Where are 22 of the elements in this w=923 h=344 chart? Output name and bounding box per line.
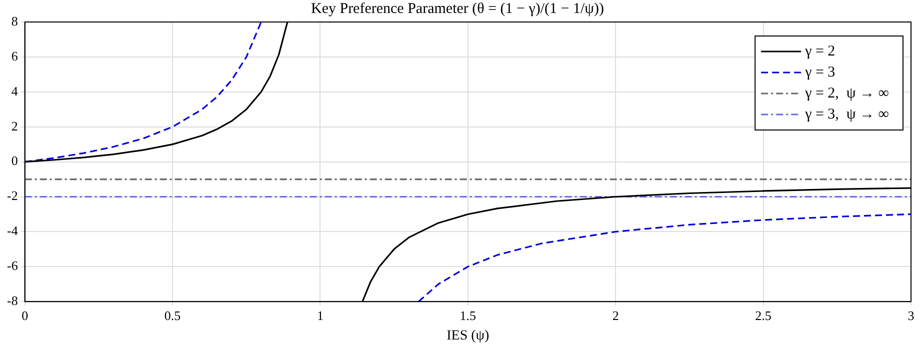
- y-tick-label: 4: [11, 83, 18, 98]
- x-tick-label: 2.5: [755, 308, 772, 323]
- x-tick-label: 1.5: [460, 308, 476, 323]
- y-tick-label: -2: [6, 188, 18, 204]
- y-tick-label: -6: [6, 258, 18, 274]
- y-tick-label: 0: [11, 153, 18, 168]
- x-axis-title: IES (ψ): [446, 328, 490, 344]
- legend-label: γ = 2, ψ → ∞: [804, 85, 890, 102]
- x-tick-label: 1: [316, 308, 324, 323]
- x-tick-label: 0.5: [164, 308, 181, 323]
- y-tick-label: 6: [11, 48, 18, 64]
- legend-label: γ = 2: [804, 43, 836, 60]
- legend-label: γ = 3, ψ → ∞: [804, 106, 890, 122]
- x-tick-label: 2: [612, 308, 619, 323]
- y-tick-label: 2: [11, 118, 18, 134]
- x-tick-label: 3: [908, 308, 914, 323]
- y-tick-label: 8: [11, 13, 18, 28]
- chart-title: Key Preference Parameter (θ = (1 − γ)/(1 − 1/ψ)): [310, 0, 604, 17]
- y-tick-label: -8: [6, 293, 18, 308]
- y-tick-label: -4: [6, 223, 18, 238]
- legend-label: γ = 3: [804, 64, 836, 80]
- x-tick-label: 0: [22, 308, 28, 323]
